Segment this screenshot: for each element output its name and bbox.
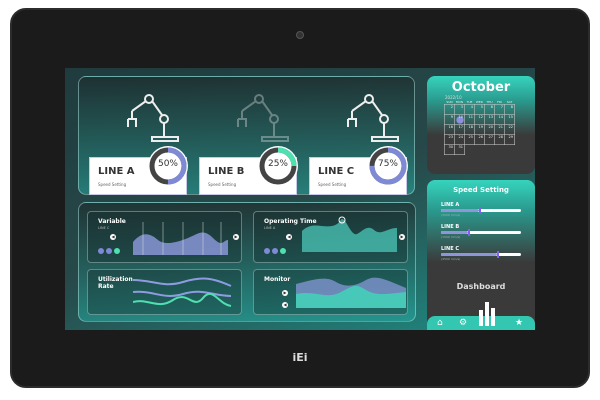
speed-setting-title: Speed Setting [453,186,509,194]
slider-thumb[interactable] [468,229,471,236]
calendar-day[interactable]: 15 [504,114,515,125]
monitor-area [296,277,406,308]
utilization-lines [133,277,232,307]
calendar-day[interactable]: 31 [454,144,465,155]
slider-thumb[interactable] [497,251,499,258]
gear-icon[interactable]: ⚙ [459,318,468,328]
variable-area [133,222,228,255]
calendar-day[interactable]: 22 [504,124,515,135]
calendar-day[interactable]: 8 [504,104,515,115]
prev-arrow-icon[interactable]: ◀ [282,302,288,308]
calendar-day[interactable]: 24 [454,134,465,145]
calendar-day[interactable]: 5 [474,104,485,115]
calendar-day[interactable]: 16 [444,124,455,135]
operating-time-chart: Operating Time LINE A ◀ ▶ [253,211,408,263]
calendar-day[interactable]: 12 [474,114,485,125]
speed-slider[interactable]: LINE B (1500 mm/s) [441,224,521,239]
calendar-day[interactable]: 26 [474,134,485,145]
operating-area [302,216,397,252]
legend-dot [114,248,120,254]
next-arrow-icon[interactable]: ▶ [399,234,405,240]
charts-panel: Variable LINE C ◀ ▶ Operating Time LINE … [78,202,416,322]
legend-dot [280,248,286,254]
calendar-day[interactable]: 9 [444,114,455,125]
calendar-day[interactable]: 23 [444,134,455,145]
robot-arm-icon [347,94,399,142]
star-icon[interactable]: ★ [515,318,524,328]
robot-arm-icon [237,94,289,142]
monitor-chart: Monitor ▶ ◀ [253,269,408,315]
calendar-day[interactable]: 3 [454,104,465,115]
percent-gauge: 50% [147,145,189,187]
prev-arrow-icon[interactable]: ◀ [286,234,292,240]
legend-dot [272,248,278,254]
calendar-day[interactable]: 18 [464,124,475,135]
variable-chart: Variable LINE C ◀ ▶ [87,211,242,263]
calendar-day[interactable]: 25 [464,134,475,145]
calendar-day[interactable]: 20 [484,124,495,135]
speed-slider[interactable]: LINE C (4500 mm/s) [441,246,521,261]
calendar-month: October [451,80,511,95]
legend-dot [98,248,104,254]
calendar-grid: SUN MON TUE WED THU FRI SAT 2 3 4 5 6 7 8 9 10 11 12 13 14 1… [444,100,515,155]
calendar-day[interactable]: 4 [464,104,475,115]
calendar-day[interactable]: 13 [484,114,495,125]
calendar-day[interactable]: 6 [484,104,495,115]
speed-setting-panel: Speed Setting LINE A (3000 mm/s) LINE B … [427,180,535,330]
calendar-day[interactable]: 17 [454,124,465,135]
calendar-year-month: 2022/10 [445,95,462,100]
camera [296,31,304,39]
percent-gauge: 25% [257,145,299,187]
calendar-day[interactable]: 29 [504,134,515,145]
calendar-day[interactable]: 21 [494,124,505,135]
calendar-day[interactable]: 2 [444,104,455,115]
legend-dot [264,248,270,254]
percent-gauge: 75% [367,145,409,187]
screen: LINE A Speed Setting 50% LINE B Speed Se… [65,68,535,330]
calendar-day[interactable]: 27 [484,134,495,145]
calendar-day[interactable]: 10 [454,114,465,125]
calendar-day[interactable]: 28 [494,134,505,145]
robot-arm-icon [127,94,179,142]
bottom-nav: ⌂ ⚙ ★ [427,302,535,330]
calendar-panel: October 2022/10 SUN MON TUE WED THU FRI SAT 2 3 4… [427,76,535,174]
legend-dot [106,248,112,254]
calendar-day[interactable]: 30 [444,144,455,155]
dashboard-label: Dashboard [456,282,506,291]
calendar-day[interactable]: 11 [464,114,475,125]
speed-slider[interactable]: LINE A (3000 mm/s) [441,202,521,217]
prev-arrow-icon[interactable]: ◀ [110,234,116,240]
lines-panel: LINE A Speed Setting 50% LINE B Speed Se… [78,76,415,195]
calendar-day[interactable]: 7 [494,104,505,115]
next-arrow-icon[interactable]: ▶ [282,290,288,296]
next-arrow-icon[interactable]: ▶ [233,234,239,240]
home-icon[interactable]: ⌂ [437,318,443,328]
brand-logo: iEi [292,351,308,364]
calendar-day[interactable]: 14 [494,114,505,125]
calendar-day[interactable]: 19 [474,124,485,135]
utilization-rate-chart: Utilization Rate [87,269,242,315]
slider-thumb[interactable] [479,207,482,214]
